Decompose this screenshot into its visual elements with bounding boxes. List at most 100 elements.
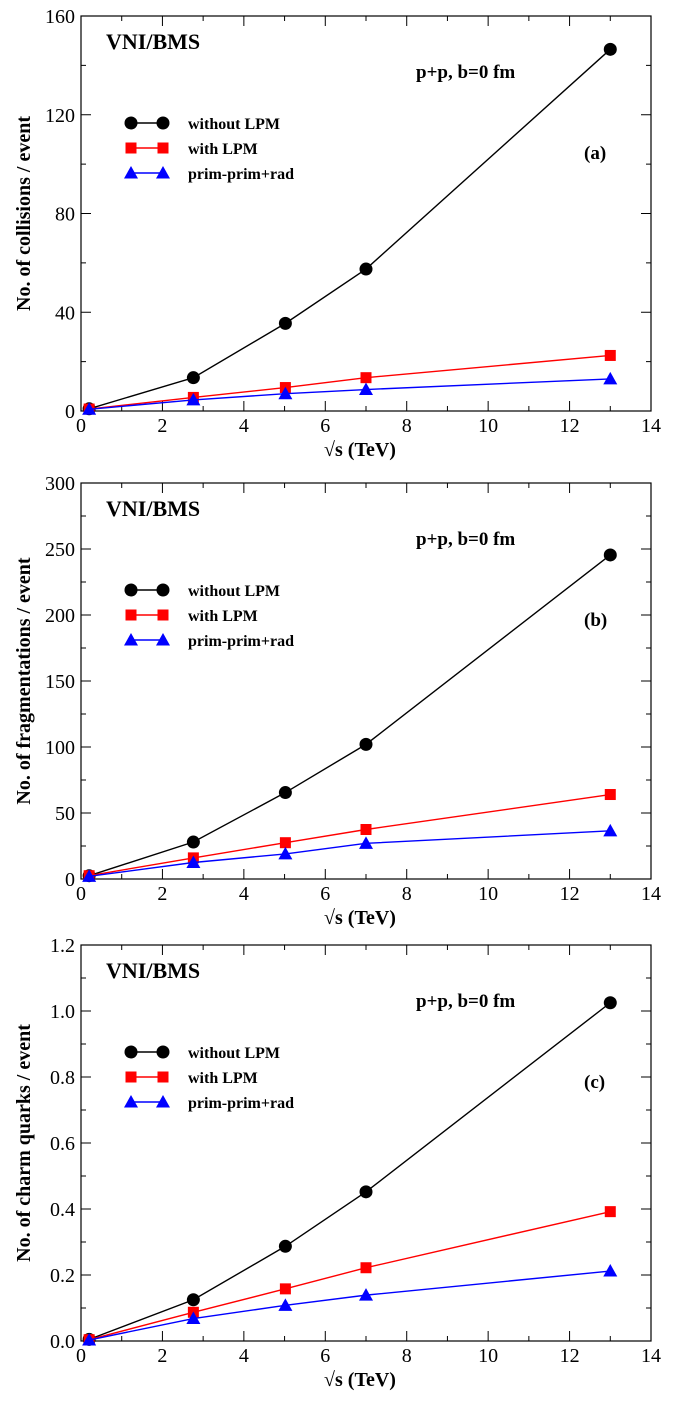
x-tick-label: 12: [560, 1345, 580, 1367]
y-axis-title: No. of collisions / event: [13, 116, 35, 311]
data-point: [359, 1185, 373, 1199]
data-point: [278, 1239, 292, 1253]
x-tick-label: 0: [76, 415, 86, 437]
legend-label: without LPM: [188, 116, 280, 133]
x-tick-label: 14: [641, 1345, 661, 1367]
legend-marker: [124, 1095, 138, 1108]
data-point: [278, 786, 292, 800]
legend-marker: [124, 116, 138, 130]
legend-marker: [156, 1095, 170, 1108]
x-axis-title: √s (TeV): [324, 907, 396, 929]
x-tick-label: 10: [478, 415, 498, 437]
data-point: [359, 836, 373, 849]
series-line: [89, 830, 611, 878]
series-triangle: [82, 371, 618, 415]
legend-marker: [125, 609, 137, 621]
series-circle: [82, 42, 617, 416]
legend-label: with LPM: [188, 608, 258, 625]
y-tick-label: 80: [55, 204, 75, 226]
data-point: [82, 1333, 97, 1346]
data-point: [603, 1264, 618, 1277]
legend-marker: [157, 609, 169, 621]
data-point: [278, 386, 293, 400]
legend-marker: [157, 1071, 169, 1083]
data-point: [359, 737, 373, 751]
data-point: [603, 996, 617, 1010]
legend-marker: [156, 116, 170, 130]
y-tick-label: 200: [45, 605, 75, 627]
legend-marker: [156, 633, 170, 646]
data-point: [279, 837, 291, 849]
data-point: [82, 402, 97, 415]
data-point: [359, 1288, 373, 1301]
legend-marker: [125, 1071, 137, 1083]
legend-label: without LPM: [188, 1045, 280, 1062]
y-axis-title: No. of charm quarks / event: [13, 1024, 35, 1262]
data-point: [360, 1262, 372, 1274]
x-tick-label: 6: [320, 883, 330, 905]
x-tick-label: 2: [157, 415, 167, 437]
data-point: [359, 382, 373, 396]
panel-b: 0 2 4 6 8 10 12 14 0 50 100 150 200 250 300 √s (TeV) No.…: [13, 473, 661, 929]
panel-a: 0 2 4 6 8 10 12 14 0 40 80 120 160 √s (TeV) No. of col…: [13, 6, 661, 461]
data-point: [360, 372, 372, 384]
legend-marker: [156, 166, 170, 179]
x-axis-title: √s (TeV): [324, 1369, 396, 1391]
x-tick-label: 4: [239, 883, 249, 905]
x-tick-label: 2: [157, 883, 167, 905]
y-tick-label: 50: [55, 803, 75, 825]
x-tick-label: 10: [478, 883, 498, 905]
x-tick-label: 14: [641, 415, 661, 437]
data-point: [186, 855, 201, 868]
y-tick-label: 0.0: [50, 1331, 75, 1353]
legend-label: prim-prim+rad: [188, 1095, 294, 1112]
x-tick-label: 0: [76, 1345, 86, 1367]
plot-frame: [80, 482, 652, 880]
chart-subtitle: p+p, b=0 fm: [416, 62, 515, 83]
legend-marker: [124, 633, 138, 646]
plot-frame: [80, 15, 652, 412]
legend-marker: [124, 1045, 138, 1059]
y-tick-label: 160: [45, 6, 75, 28]
y-tick-label: 40: [55, 302, 75, 324]
y-tick-label: 0.4: [50, 1199, 75, 1221]
y-tick-label: 150: [45, 671, 75, 693]
x-tick-label: 4: [239, 415, 249, 437]
legend-marker: [156, 1045, 170, 1059]
data-point: [604, 349, 616, 361]
chart-title: VNI/BMS: [106, 496, 200, 521]
data-point: [186, 1293, 200, 1307]
x-tick-label: 12: [560, 415, 580, 437]
x-tick-label: 4: [239, 1345, 249, 1367]
legend-marker: [124, 166, 138, 179]
series-triangle: [82, 1264, 618, 1346]
legend-marker: [125, 142, 137, 154]
data-point: [186, 835, 200, 849]
data-point: [186, 371, 200, 385]
data-point: [279, 1283, 291, 1295]
x-tick-label: 6: [320, 1345, 330, 1367]
series-line: [88, 1210, 611, 1341]
y-tick-label: 120: [45, 105, 75, 127]
data-point: [359, 262, 373, 276]
y-tick-label: 1.0: [50, 1001, 75, 1023]
data-point: [603, 42, 617, 56]
x-tick-label: 0: [76, 883, 86, 905]
panel-c: 0 2 4 6 8 10 12 14 0.0 0.2 0.4 0.6 0.8 1.0 1.2 √s (TeV)…: [13, 935, 661, 1391]
x-tick-label: 10: [478, 1345, 498, 1367]
legend-marker: [124, 583, 138, 597]
data-point: [360, 824, 372, 835]
x-tick-label: 2: [157, 1345, 167, 1367]
data-point: [186, 392, 201, 406]
legend-label: without LPM: [188, 583, 280, 600]
legend-label: prim-prim+rad: [188, 166, 294, 183]
y-tick-label: 300: [45, 473, 75, 495]
data-point: [603, 823, 618, 837]
y-tick-label: 0: [65, 401, 75, 423]
chart-subtitle: p+p, b=0 fm: [416, 991, 515, 1012]
data-point: [604, 1206, 616, 1218]
x-tick-label: 8: [402, 1345, 412, 1367]
series-line: [88, 48, 611, 410]
x-tick-label: 8: [402, 883, 412, 905]
